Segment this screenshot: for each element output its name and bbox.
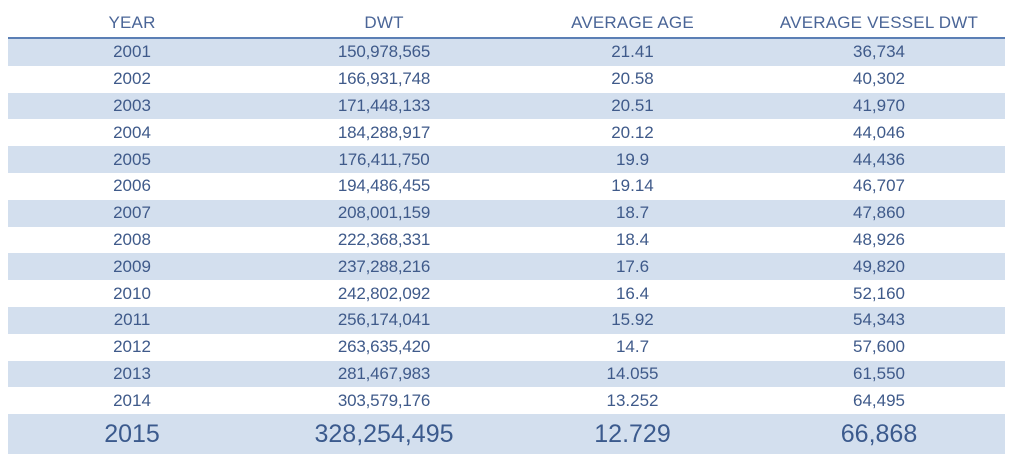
- dwt-cell: 208,001,159: [337, 203, 431, 223]
- year-cell: 2008: [113, 229, 151, 249]
- average-vessel-dwt-cell: 41,970: [853, 95, 905, 115]
- header-dwt: DWT: [364, 12, 404, 32]
- table-row: 2003 171,448,133 20.51 41,970: [8, 92, 1005, 120]
- average-age-cell: 14.7: [615, 337, 650, 357]
- table-row: 2008 222,368,331 18.4 48,926: [8, 227, 1005, 254]
- average-age-cell: 14.055: [606, 363, 659, 383]
- table-row: 2012 263,635,420 14.7 57,600: [8, 334, 1005, 361]
- dwt-cell: 222,368,331: [337, 229, 431, 249]
- year-cell: 2006: [113, 176, 151, 196]
- average-vessel-dwt-cell: 46,707: [853, 176, 905, 196]
- table-row: 2007 208,001,159 18.7 47,860: [8, 199, 1005, 227]
- average-age-cell: 15.92: [611, 310, 654, 330]
- table-row: 2004 184,288,917 20.12 44,046: [8, 119, 1005, 146]
- year-cell: 2014: [113, 390, 151, 410]
- average-vessel-dwt-cell: 44,436: [853, 149, 905, 169]
- table-row: 2009 237,288,216 17.6 49,820: [8, 253, 1005, 281]
- average-age-cell: 20.12: [611, 122, 654, 142]
- year-cell: 2003: [113, 95, 151, 115]
- table-row-highlight: 2015 328,254,495 12.729 66,868: [8, 414, 1005, 454]
- year-cell: 2013: [113, 363, 151, 383]
- dwt-cell: 256,174,041: [337, 310, 431, 330]
- average-vessel-dwt-cell: 52,160: [853, 283, 905, 303]
- year-cell: 2012: [113, 337, 151, 357]
- average-vessel-dwt-cell: 61,550: [853, 363, 905, 383]
- average-age-cell: 19.9: [615, 149, 650, 169]
- dwt-cell: 176,411,750: [338, 149, 430, 169]
- average-age-cell: 13.252: [606, 390, 659, 410]
- average-age-cell: 19.14: [611, 176, 654, 196]
- year-cell: 2007: [113, 203, 151, 223]
- dwt-cell: 263,635,420: [337, 337, 431, 357]
- table-row: 2006 194,486,455 19.14 46,707: [8, 173, 1005, 200]
- dwt-cell: 194,486,455: [337, 176, 431, 196]
- average-vessel-dwt-cell: 47,860: [853, 203, 905, 223]
- average-vessel-dwt-cell: 40,302: [853, 69, 905, 89]
- fleet-statistics-table: YEAR DWT AVERAGE AGE AVERAGE VESSEL DWT …: [8, 8, 1005, 454]
- average-age-cell: 12.729: [594, 419, 671, 448]
- header-average-vessel-dwt: AVERAGE VESSEL DWT: [779, 12, 979, 32]
- average-age-cell: 18.4: [615, 229, 650, 249]
- average-age-cell: 20.58: [611, 69, 654, 89]
- table-row: 2005 176,411,750 19.9 44,436: [8, 146, 1005, 173]
- average-vessel-dwt-cell: 36,734: [853, 42, 905, 62]
- year-cell: 2009: [113, 256, 151, 276]
- year-cell: 2015: [104, 419, 160, 448]
- table-row: 2010 242,802,092 16.4 52,160: [8, 280, 1005, 307]
- dwt-cell: 171,448,133: [337, 95, 431, 115]
- header-average-age: AVERAGE AGE: [571, 12, 694, 32]
- year-cell: 2010: [113, 283, 151, 303]
- average-vessel-dwt-cell: 64,495: [853, 390, 905, 410]
- table-row: 2002 166,931,748 20.58 40,302: [8, 66, 1005, 93]
- average-vessel-dwt-cell: 54,343: [853, 310, 905, 330]
- year-cell: 2005: [113, 149, 151, 169]
- table-row: 2011 256,174,041 15.92 54,343: [8, 306, 1005, 334]
- average-vessel-dwt-cell: 44,046: [853, 122, 905, 142]
- average-vessel-dwt-cell: 49,820: [853, 256, 905, 276]
- average-age-cell: 16.4: [615, 283, 650, 303]
- dwt-cell: 303,579,176: [337, 390, 431, 410]
- average-age-cell: 20.51: [611, 95, 654, 115]
- year-cell: 2004: [113, 122, 151, 142]
- dwt-cell: 150,978,565: [337, 42, 431, 62]
- dwt-cell: 166,931,748: [337, 69, 431, 89]
- year-cell: 2002: [113, 69, 151, 89]
- year-cell: 2011: [113, 310, 151, 330]
- average-age-cell: 18.7: [615, 203, 650, 223]
- year-cell: 2001: [113, 42, 151, 62]
- average-age-cell: 21.41: [611, 42, 654, 62]
- dwt-cell: 184,288,917: [337, 122, 431, 142]
- table-row: 2001 150,978,565 21.41 36,734: [8, 39, 1005, 66]
- dwt-cell: 242,802,092: [337, 283, 431, 303]
- table-body: 2001 150,978,565 21.41 36,734 2002 166,931,74…: [8, 39, 1005, 454]
- table-row: 2013 281,467,983 14.055 61,550: [8, 360, 1005, 388]
- dwt-cell: 328,254,495: [314, 419, 454, 448]
- average-vessel-dwt-cell: 57,600: [853, 337, 905, 357]
- table-row: 2014 303,579,176 13.252 64,495: [8, 387, 1005, 414]
- average-vessel-dwt-cell: 66,868: [840, 419, 918, 448]
- dwt-cell: 237,288,216: [337, 256, 431, 276]
- table-header-row: YEAR DWT AVERAGE AGE AVERAGE VESSEL DWT: [8, 8, 1005, 39]
- header-year: YEAR: [108, 12, 156, 32]
- average-age-cell: 17.6: [615, 256, 650, 276]
- dwt-cell: 281,467,983: [337, 363, 431, 383]
- average-vessel-dwt-cell: 48,926: [853, 229, 905, 249]
